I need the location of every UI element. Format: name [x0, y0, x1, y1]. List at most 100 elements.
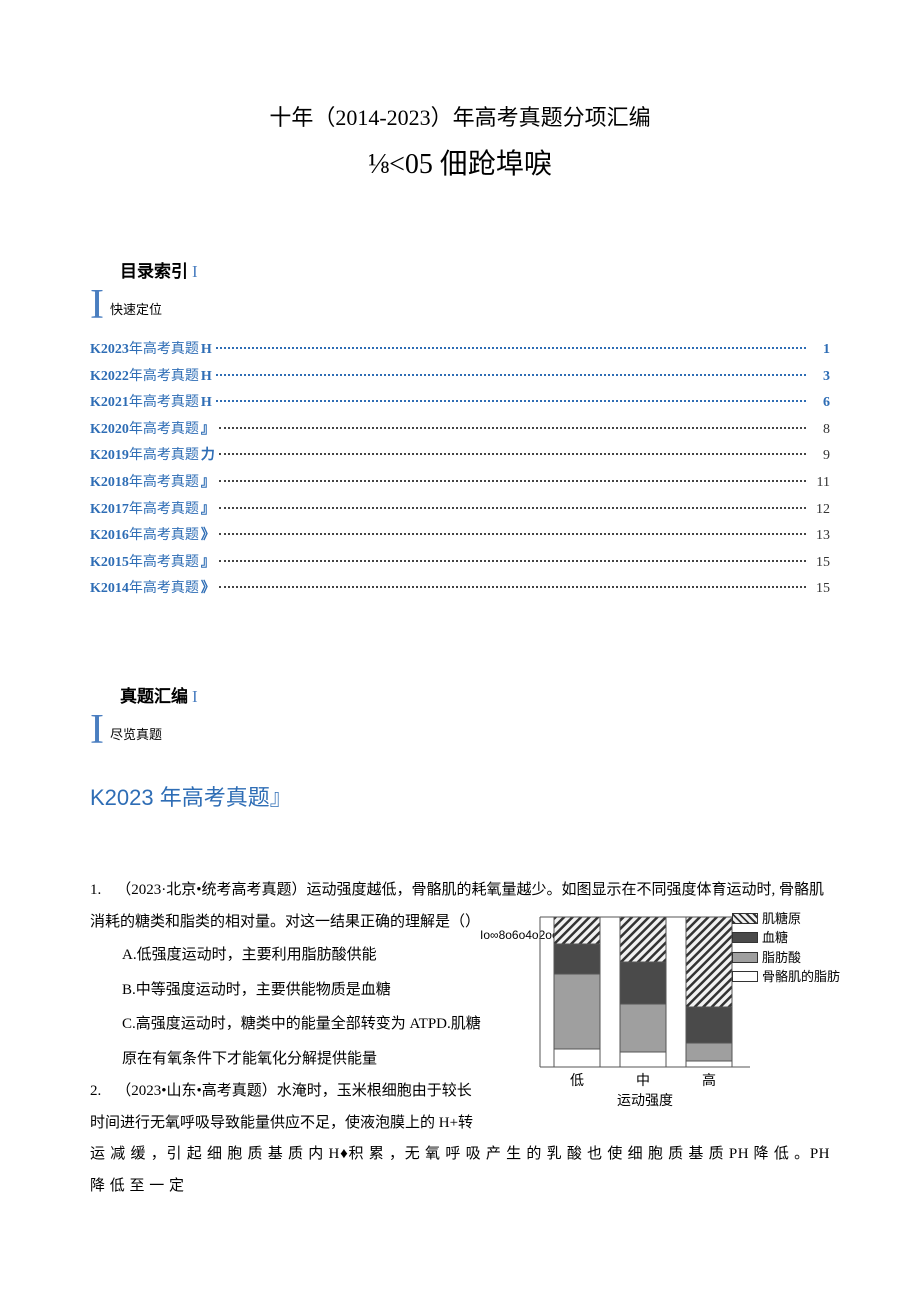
toc-page: 1 — [810, 337, 830, 364]
q1-number: 1. — [90, 882, 101, 898]
toc-year-text: 年高考真题 — [129, 390, 199, 417]
index-subtext: 快速定位 — [110, 300, 162, 325]
compilation-marker: I 尽览真题 — [90, 712, 830, 750]
toc-suffix: 』 — [201, 470, 215, 497]
toc-year-text: 年高考真题 — [129, 497, 199, 524]
svg-text:运动强度: 运动强度 — [617, 1093, 673, 1109]
toc-year-text: 年高考真题 — [129, 417, 199, 444]
toc-suffix: 》 — [201, 523, 215, 550]
q1-option-b: B.中等强度运动时，主要供能物质是血糖 — [122, 973, 570, 1008]
toc-leader-dots — [219, 507, 806, 509]
svg-text:低: 低 — [570, 1073, 584, 1089]
page-subtitle: ⅛<05 佃跄埠唳 — [90, 143, 830, 188]
toc-page: 8 — [810, 417, 830, 444]
page-title: 十年（2014-2023）年高考真题分项汇编 — [90, 100, 830, 135]
toc-suffix: H — [201, 337, 212, 364]
compilation-label: 真题汇编 — [120, 683, 188, 710]
legend-row: 骨骼肌的脂肪 — [732, 967, 840, 987]
toc-key: K2019 — [90, 443, 129, 470]
toc-year-text: 年高考真题 — [129, 337, 199, 364]
legend-label: 骨骼肌的脂肪 — [762, 967, 840, 987]
toc-suffix: 》 — [201, 576, 215, 603]
toc-row[interactable]: K2015年高考真题』 15 — [90, 550, 830, 577]
toc-suffix: 』 — [201, 550, 215, 577]
toc-leader-dots — [219, 453, 806, 455]
index-label: 目录索引 — [120, 258, 188, 285]
toc-leader-dots — [216, 347, 806, 349]
toc-key: K2015 — [90, 550, 129, 577]
q2-line1: 2. （2023•山东•高考真题）水淹时，玉米根细胞由于较长 — [90, 1076, 570, 1108]
legend-swatch-icon — [732, 932, 758, 943]
toc-row[interactable]: K2020年高考真题』 8 — [90, 417, 830, 444]
toc-row[interactable]: K2018年高考真题』 11 — [90, 470, 830, 497]
index-bar-icon: I — [192, 258, 198, 285]
toc-leader-dots — [219, 427, 806, 429]
toc-year-text: 年高考真题 — [129, 523, 199, 550]
q2-line3: 运 减 缓 ，引 起 细 胞 质 基 质 内 H♦积 累 ，无 氧 呼 吸 产 … — [90, 1139, 830, 1202]
toc-row[interactable]: K2021年高考真题H 6 — [90, 390, 830, 417]
toc-key: K2014 — [90, 576, 129, 603]
toc-year-text: 年高考真题 — [129, 576, 199, 603]
q1-option-a: A.低强度运动时，主要利用脂肪酸供能 — [122, 938, 570, 973]
compilation-subtext: 尽览真题 — [110, 725, 162, 750]
toc-key: K2016 — [90, 523, 129, 550]
toc-page: 9 — [810, 443, 830, 470]
q2-text-a: （2023•山东•高考真题）水淹时，玉米根细胞由于较长 — [116, 1083, 472, 1099]
q1-stem-a: （2023·北京•统考高考真题）运动强度越低，骨骼肌的耗氧量越少。如图显示在不同… — [116, 882, 824, 898]
legend-label: 肌糖原 — [762, 909, 801, 929]
toc-leader-dots — [216, 374, 806, 376]
toc-row[interactable]: K2017年高考真题』 12 — [90, 497, 830, 524]
toc-page: 11 — [810, 470, 830, 497]
legend-row: 血糖 — [732, 928, 840, 948]
toc-key: K2021 — [90, 390, 129, 417]
legend-row: 肌糖原 — [732, 909, 840, 929]
svg-text:高: 高 — [702, 1072, 716, 1089]
toc-key: K2022 — [90, 364, 129, 391]
toc-page: 15 — [810, 576, 830, 603]
toc-year-text: 年高考真题 — [129, 470, 199, 497]
compilation-bar-icon: I — [192, 683, 198, 710]
q1-option-d: 原在有氧条件下才能氧化分解提供能量 — [122, 1042, 570, 1077]
toc-suffix: 』 — [201, 417, 215, 444]
toc-leader-dots — [219, 533, 806, 535]
toc-leader-dots — [219, 586, 806, 588]
index-section-header: 目录索引 I — [120, 258, 830, 285]
year-heading: K2023 年高考真题』 — [90, 780, 830, 815]
toc-suffix: H — [201, 390, 212, 417]
toc-suffix: 力 — [201, 443, 215, 470]
q2-line2: 时间进行无氧呼吸导致能量供应不足，使液泡膜上的 H+转 — [90, 1108, 570, 1140]
toc-row[interactable]: K2014年高考真题》 15 — [90, 576, 830, 603]
legend-swatch-icon — [732, 971, 758, 982]
toc-key: K2020 — [90, 417, 129, 444]
toc-row[interactable]: K2019年高考真题力 9 — [90, 443, 830, 470]
big-i-icon: I — [90, 712, 104, 750]
toc-page: 3 — [810, 364, 830, 391]
toc-key: K2018 — [90, 470, 129, 497]
toc-suffix: H — [201, 364, 212, 391]
q2-number: 2. — [90, 1083, 101, 1099]
toc-row[interactable]: K2022年高考真题H3 — [90, 364, 830, 391]
toc-page: 12 — [810, 497, 830, 524]
toc-suffix: 』 — [201, 497, 215, 524]
toc-row[interactable]: K2016年高考真题》 13 — [90, 523, 830, 550]
toc-page: 13 — [810, 523, 830, 550]
question-1-block: 1. （2023·北京•统考高考真题）运动强度越低，骨骼肌的耗氧量越少。如图显示… — [90, 875, 830, 1202]
bar-chart-figure: 低 中 高运动强度 肌糖原血糖脂肪酸骨骼肌的脂肪 — [530, 907, 840, 1112]
big-i-icon: I — [90, 287, 104, 325]
toc-year-text: 年高考真题 — [129, 550, 199, 577]
toc-leader-dots — [219, 560, 806, 562]
legend-label: 血糖 — [762, 928, 788, 948]
legend-row: 脂肪酸 — [732, 948, 840, 968]
q1-option-c: C.高强度运动时，糖类中的能量全部转变为 ATPD.肌糖 — [122, 1007, 570, 1042]
toc-year-text: 年高考真题 — [129, 443, 199, 470]
toc-row[interactable]: K2023年高考真题H 1 — [90, 337, 830, 364]
toc-key: K2017 — [90, 497, 129, 524]
toc-leader-dots — [219, 480, 806, 482]
q1-stem-line1: 1. （2023·北京•统考高考真题）运动强度越低，骨骼肌的耗氧量越少。如图显示… — [90, 875, 830, 907]
legend-swatch-icon — [732, 913, 758, 924]
legend-swatch-icon — [732, 952, 758, 963]
toc-key: K2023 — [90, 337, 129, 364]
toc-page: 15 — [810, 550, 830, 577]
toc-page: 6 — [810, 390, 830, 417]
svg-text:中: 中 — [636, 1073, 650, 1089]
